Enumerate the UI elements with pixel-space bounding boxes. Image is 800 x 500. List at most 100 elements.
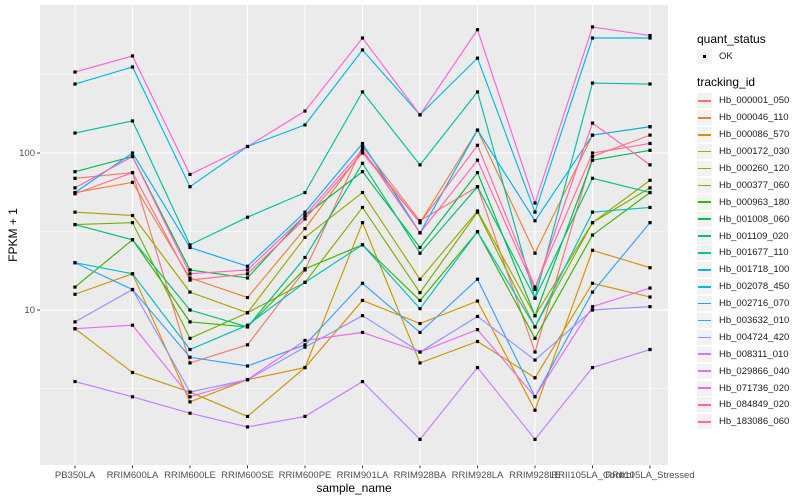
data-point-Hb_001677_110	[590, 81, 595, 85]
data-point-Hb_001109_020	[360, 161, 365, 165]
data-point-Hb_000001_050	[533, 350, 537, 354]
data-point-Hb_002716_070	[245, 264, 250, 268]
data-point-Hb_000260_120	[303, 235, 307, 239]
data-point-Hb_002716_070	[475, 128, 480, 132]
legend-key	[697, 93, 712, 109]
legend-label-ok: OK	[719, 51, 733, 62]
data-point-Hb_000001_050	[360, 144, 365, 149]
legend-key	[697, 296, 712, 312]
data-point-Hb_008311_010	[418, 437, 422, 441]
data-point-Hb_001008_060	[418, 245, 422, 250]
data-point-Hb_000963_180	[73, 285, 77, 289]
data-point-Hb_002716_070	[130, 151, 135, 155]
data-point-Hb_084849_020	[360, 148, 365, 152]
data-point-Hb_000172_030	[648, 295, 652, 299]
data-point-Hb_001677_110	[130, 119, 135, 123]
data-point-Hb_029866_040	[533, 395, 537, 399]
data-point-Hb_003632_010	[73, 261, 77, 265]
legend-item-ok: OK	[697, 48, 733, 65]
data-point-Hb_001677_110	[73, 131, 77, 135]
data-point-Hb_029866_040	[303, 338, 307, 343]
data-point-Hb_000172_030	[360, 221, 365, 225]
legend-label: Hb_008311_010	[719, 348, 789, 360]
data-point-Hb_004724_420	[303, 345, 307, 349]
data-point-Hb_001109_020	[590, 176, 595, 180]
data-point-Hb_001109_020	[475, 185, 480, 189]
data-point-Hb_008311_010	[475, 365, 480, 370]
data-point-Hb_001718_100	[590, 210, 595, 214]
data-point-Hb_084849_020	[73, 186, 77, 190]
data-point-Hb_084849_020	[475, 158, 480, 162]
data-point-Hb_001677_110	[360, 90, 365, 94]
x-tick-label: RRIM600LE	[164, 470, 216, 481]
data-point-Hb_002716_070	[188, 245, 192, 250]
legend-key	[697, 346, 712, 362]
legend-line-swatch	[698, 319, 711, 322]
data-point-Hb_003632_010	[475, 277, 480, 281]
data-point-Hb_000086_570	[533, 408, 537, 412]
legend-line-swatch	[698, 421, 711, 423]
data-point-Hb_183086_060	[360, 151, 365, 155]
legend-item: Hb_003632_010	[697, 312, 789, 329]
data-point-Hb_000260_120	[188, 290, 192, 294]
data-point-Hb_003632_010	[360, 281, 365, 285]
legend-label: Hb_001008_060	[719, 213, 790, 225]
data-point-Hb_002078_450	[590, 36, 595, 40]
data-point-Hb_004724_420	[73, 320, 77, 324]
data-point-Hb_001677_110	[475, 90, 480, 94]
legend-line-swatch	[698, 252, 711, 254]
legend-label: Hb_002716_070	[719, 298, 790, 310]
data-point-Hb_000377_060	[188, 336, 192, 340]
legend-label: Hb_000172_030	[719, 146, 790, 158]
y-tick-label: 100	[19, 148, 35, 159]
legend-key	[697, 245, 712, 261]
data-point-Hb_008311_010	[188, 411, 192, 415]
legend-label: Hb_001718_100	[719, 264, 790, 276]
data-point-Hb_000172_030	[590, 281, 595, 285]
legend-key	[697, 329, 712, 345]
data-point-Hb_002716_070	[590, 133, 595, 137]
data-point-Hb_029866_040	[418, 350, 422, 354]
legend-item: Hb_001718_100	[697, 261, 789, 278]
data-point-Hb_000172_030	[533, 376, 537, 380]
x-tick-label: RRIM600PE	[279, 470, 332, 481]
legend-label: Hb_071736_020	[719, 382, 790, 394]
legend-line-swatch	[698, 387, 711, 389]
data-point-Hb_002078_450	[188, 185, 192, 189]
legend-label: Hb_000377_060	[719, 179, 790, 191]
data-point-Hb_084849_020	[648, 163, 652, 167]
legend-title-quant-status: quant_status	[697, 32, 766, 46]
legend-label: Hb_029866_040	[719, 365, 790, 377]
legend-label: Hb_183086_060	[719, 416, 790, 428]
x-tick-label: RRIM901LA	[337, 470, 389, 481]
data-point-Hb_183086_060	[303, 217, 307, 221]
legend-key	[697, 363, 712, 379]
legend-title-tracking-id: tracking_id	[697, 75, 756, 89]
legend-line-swatch	[698, 150, 711, 153]
data-point-Hb_071736_020	[245, 144, 250, 149]
data-point-Hb_001109_020	[130, 238, 135, 242]
data-point-Hb_029866_040	[245, 378, 250, 382]
data-point-Hb_000377_060	[245, 311, 250, 315]
data-point-Hb_000260_120	[648, 178, 652, 182]
data-point-Hb_000377_060	[590, 221, 595, 225]
legend-line-swatch	[698, 269, 711, 271]
data-point-Hb_084849_020	[188, 272, 192, 276]
data-point-Hb_008311_010	[303, 414, 307, 419]
data-point-Hb_183086_060	[188, 278, 192, 282]
data-point-Hb_004724_420	[648, 305, 652, 309]
legend-item: Hb_008311_010	[697, 346, 789, 363]
data-point-Hb_000086_570	[73, 292, 77, 296]
data-point-Hb_001718_100	[303, 280, 307, 284]
legend-line-swatch	[698, 370, 711, 373]
data-point-Hb_004724_420	[533, 358, 537, 362]
data-point-Hb_001718_100	[533, 325, 537, 329]
data-point-Hb_029866_040	[648, 286, 652, 290]
legend-label: Hb_000260_120	[719, 163, 790, 174]
data-point-Hb_001677_110	[303, 190, 307, 195]
data-point-Hb_084849_020	[418, 231, 422, 235]
data-point-Hb_003632_010	[590, 290, 595, 294]
data-point-Hb_001718_100	[188, 347, 192, 352]
data-point-Hb_000046_110	[245, 295, 250, 300]
data-point-Hb_000172_030	[475, 339, 480, 344]
